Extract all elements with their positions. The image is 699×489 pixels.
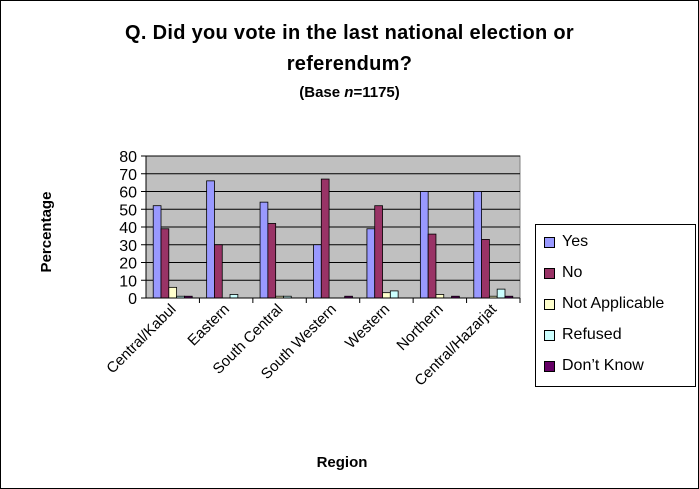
legend-swatch [544, 298, 555, 310]
bar-yes [419, 191, 429, 299]
x-tick-label: Eastern [184, 301, 233, 350]
bar-no [267, 223, 277, 299]
y-tick-label: 20 [119, 256, 137, 273]
y-tick-label: 0 [128, 291, 137, 308]
bar-no [374, 205, 383, 299]
bar-yes [206, 180, 215, 299]
legend-label: Not Applicable [562, 295, 665, 312]
chart-subtitle: (Base n=1175) [0, 84, 699, 101]
legend-label: Refused [562, 326, 622, 343]
bar-no [214, 244, 223, 299]
x-tick-label: Western [342, 301, 393, 352]
bars-group [152, 178, 514, 299]
legend-item: Yes [544, 232, 588, 252]
legend-item: Refused [544, 325, 622, 345]
chart-legend: Yes No Not Applicable Refused Don’t Know [535, 224, 696, 387]
legend-item: Not Applicable [544, 294, 664, 314]
bar-refused [389, 290, 399, 299]
subtitle-suffix: =1175) [353, 84, 400, 101]
legend-label: Yes [562, 233, 589, 250]
bar-no [481, 239, 490, 299]
bar-yes [152, 205, 162, 299]
bar-yes [259, 201, 269, 299]
x-tick-label: Central/Kabul [103, 301, 179, 377]
legend-swatch [544, 236, 555, 248]
bar-no [320, 178, 330, 299]
legend-item: No [544, 263, 582, 283]
y-tick-label: 70 [119, 167, 137, 184]
bar-refused [229, 294, 239, 299]
bar-not-applicable [382, 292, 391, 299]
legend-label: Don’t Know [562, 357, 644, 374]
chart-title-line-1: Q. Did you vote in the last national ele… [125, 22, 574, 44]
y-tick-label: 60 [119, 185, 137, 202]
y-tick-label: 40 [119, 220, 137, 237]
legend-swatch [544, 360, 555, 372]
chart-title-line-2: referendum? [286, 53, 413, 75]
legend-label: No [562, 264, 583, 281]
y-axis-label: Percentage [38, 192, 55, 273]
legend-swatch [544, 267, 555, 279]
bar-no [160, 228, 170, 299]
legend-swatch [544, 329, 555, 341]
subtitle-n: n [344, 84, 354, 101]
y-tick-label: 30 [119, 238, 137, 255]
bar-yes [473, 191, 482, 299]
bar-not-applicable [168, 286, 178, 299]
subtitle-prefix: (Base [299, 84, 345, 101]
plot-area [145, 155, 521, 299]
bar-not-applicable [435, 294, 445, 299]
x-tick-label: Northern [393, 301, 446, 354]
bar-yes [313, 244, 322, 299]
y-tick-label: 10 [119, 273, 137, 290]
bar-refused [496, 288, 506, 299]
y-tick-label: 80 [119, 149, 137, 166]
x-axis-label: Region [317, 454, 368, 471]
bar-yes [366, 228, 376, 299]
y-tick-label: 50 [119, 202, 137, 219]
legend-item: Don’t Know [544, 356, 644, 376]
bar-no [427, 233, 437, 299]
